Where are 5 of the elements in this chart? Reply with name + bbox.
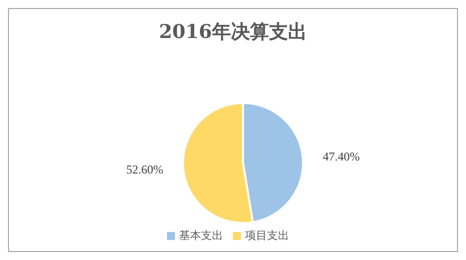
chart-title: 2016年决算支出 xyxy=(158,20,308,45)
legend-label: 基本支出 xyxy=(179,229,223,242)
data-label: 47.40% xyxy=(322,149,360,164)
legend-label: 项目支出 xyxy=(245,229,289,242)
data-label: 52.60% xyxy=(126,162,164,177)
